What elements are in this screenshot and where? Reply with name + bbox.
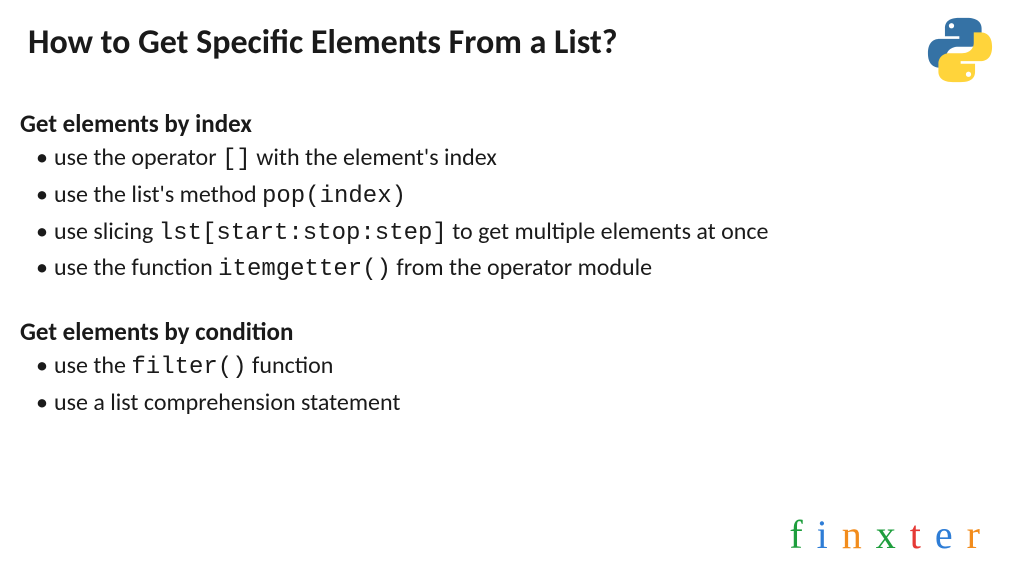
brand-letter: i xyxy=(817,511,842,558)
section-by-index: Get elements by index use the operator [… xyxy=(20,108,1004,288)
list-item: use a list comprehension statement xyxy=(54,386,1004,423)
bullet-text: to get multiple elements at once xyxy=(447,217,769,246)
section-heading: Get elements by index xyxy=(20,108,1004,139)
python-logo-icon xyxy=(924,14,996,86)
bullet-text: with the element's index xyxy=(251,143,497,172)
list-item: use the operator [] with the element's i… xyxy=(54,141,1004,178)
brand-letter: t xyxy=(910,511,935,558)
list-item: use the function itemgetter() from the o… xyxy=(54,251,1004,288)
code-snippet: [] xyxy=(222,146,251,173)
list-item: use slicing lst[start:stop:step] to get … xyxy=(54,215,1004,252)
slide-title: How to Get Specific Elements From a List… xyxy=(28,22,618,63)
bullet-text: use the list's method xyxy=(54,180,262,209)
brand-letter: r xyxy=(967,511,994,558)
code-snippet: pop(index) xyxy=(262,183,406,210)
bullet-list: use the filter() function use a list com… xyxy=(54,349,1004,423)
list-item: use the filter() function xyxy=(54,349,1004,386)
code-snippet: itemgetter() xyxy=(218,256,391,283)
slide: How to Get Specific Elements From a List… xyxy=(0,0,1024,576)
code-snippet: lst[start:stop:step] xyxy=(159,220,447,247)
bullet-text: use a list comprehension statement xyxy=(54,388,400,417)
bullet-text: from the operator module xyxy=(391,253,652,282)
brand-letter: e xyxy=(935,511,967,558)
bullet-text: use slicing xyxy=(54,217,159,246)
brand-letter: n xyxy=(842,511,876,558)
brand-letter: f xyxy=(789,511,816,558)
section-by-condition: Get elements by condition use the filter… xyxy=(20,316,1004,423)
bullet-text: function xyxy=(247,351,334,380)
code-snippet: filter() xyxy=(131,354,246,381)
brand-letter: x xyxy=(876,511,910,558)
bullet-text: use the operator xyxy=(54,143,222,172)
bullet-text: use the xyxy=(54,351,131,380)
finxter-brand: finxter xyxy=(789,511,994,558)
bullet-list: use the operator [] with the element's i… xyxy=(54,141,1004,288)
section-heading: Get elements by condition xyxy=(20,316,1004,347)
content-area: Get elements by index use the operator [… xyxy=(20,108,1004,423)
bullet-text: use the function xyxy=(54,253,218,282)
list-item: use the list's method pop(index) xyxy=(54,178,1004,215)
